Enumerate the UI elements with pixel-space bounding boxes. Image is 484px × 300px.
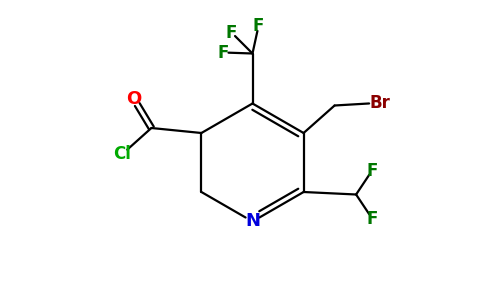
Text: N: N	[245, 212, 260, 230]
Text: F: F	[218, 44, 229, 62]
Text: Br: Br	[369, 94, 390, 112]
Text: Cl: Cl	[113, 145, 131, 163]
Text: F: F	[253, 17, 264, 35]
Text: F: F	[366, 209, 378, 227]
Text: O: O	[126, 90, 141, 108]
Text: F: F	[226, 23, 237, 41]
Text: F: F	[366, 161, 378, 179]
